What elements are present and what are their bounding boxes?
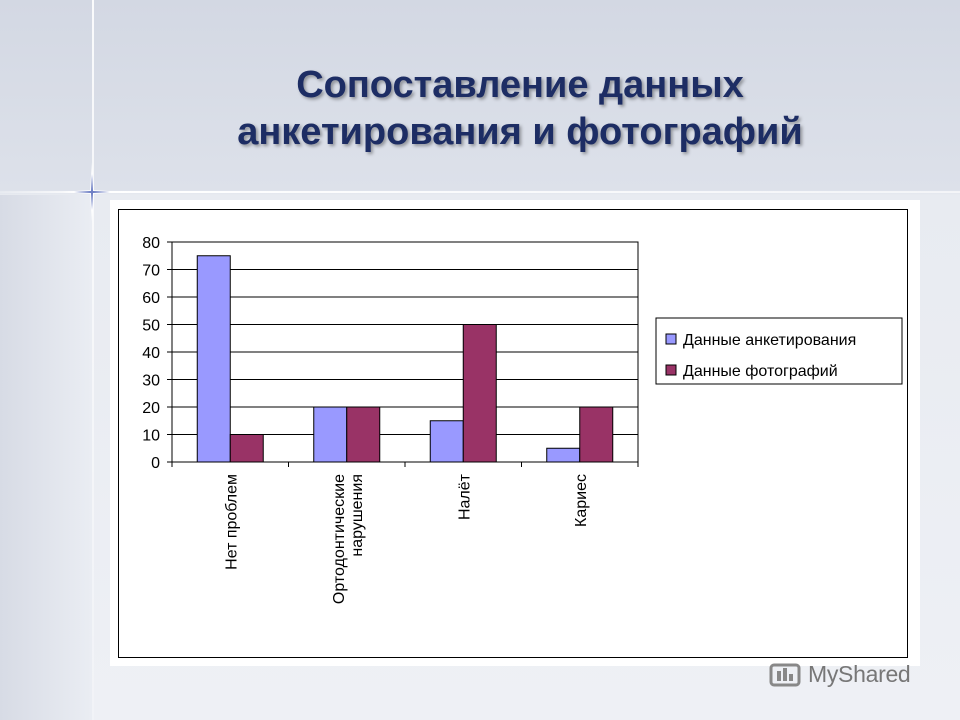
x-tick-label: Налёт [456,473,473,520]
legend-swatch [665,364,677,376]
legend-label: Данные фотографий [683,363,838,380]
left-decor-strip [0,195,92,720]
bar [196,255,231,463]
slide-title: Сопоставление данных анкетирования и фот… [120,62,920,156]
title-line-1: Сопоставление данных [296,64,744,106]
watermark: MyShared [768,657,938,693]
bar-chart: 0 10 20 30 40 50 60 70 80 Нет проблем Ортодонтичес… [142,235,903,604]
y-tick-label: 70 [142,263,160,280]
bar [462,324,497,463]
y-tick-label: 30 [142,373,160,390]
x-tick-label-line: Ортодонтические [331,474,348,604]
bar [313,406,348,463]
y-tick-label: 0 [151,455,160,472]
chart-area: 0 10 20 30 40 50 60 70 80 Нет проблем Ортодонтичес… [118,209,908,658]
title-line-2: анкетирования и фотографий [237,111,803,153]
chart-frame: 0 10 20 30 40 50 60 70 80 Нет проблем Ортодонтичес… [110,200,920,666]
x-tick-label: Кариес [573,474,590,527]
legend-swatch [665,333,677,345]
x-tick-label-line: Нет проблем [223,474,240,570]
bar [546,447,581,463]
bar [229,434,264,463]
x-tick-label-line: нарушения [349,474,366,557]
y-tick-label: 80 [142,235,160,252]
legend-label: Данные анкетирования [683,332,856,349]
x-tick-label: Ортодонтическиенарушения [331,474,366,604]
bar [346,406,381,463]
watermark-logo-icon [769,663,801,687]
bar [429,420,464,463]
watermark-text: MyShared [808,661,911,687]
decor-horizontal-line [0,191,960,193]
y-tick-label: 10 [142,428,160,445]
y-tick-label: 40 [142,345,160,362]
sparkle-icon [62,162,122,222]
x-tick-label: Нет проблем [223,474,240,570]
x-tick-label-line: Налёт [456,473,473,520]
bar [579,406,614,463]
y-tick-label: 60 [142,290,160,307]
y-tick-label: 50 [142,318,160,335]
y-tick-label: 20 [142,400,160,417]
x-tick-label-line: Кариес [573,474,590,527]
decor-vertical-line [92,0,94,720]
legend [655,317,903,385]
